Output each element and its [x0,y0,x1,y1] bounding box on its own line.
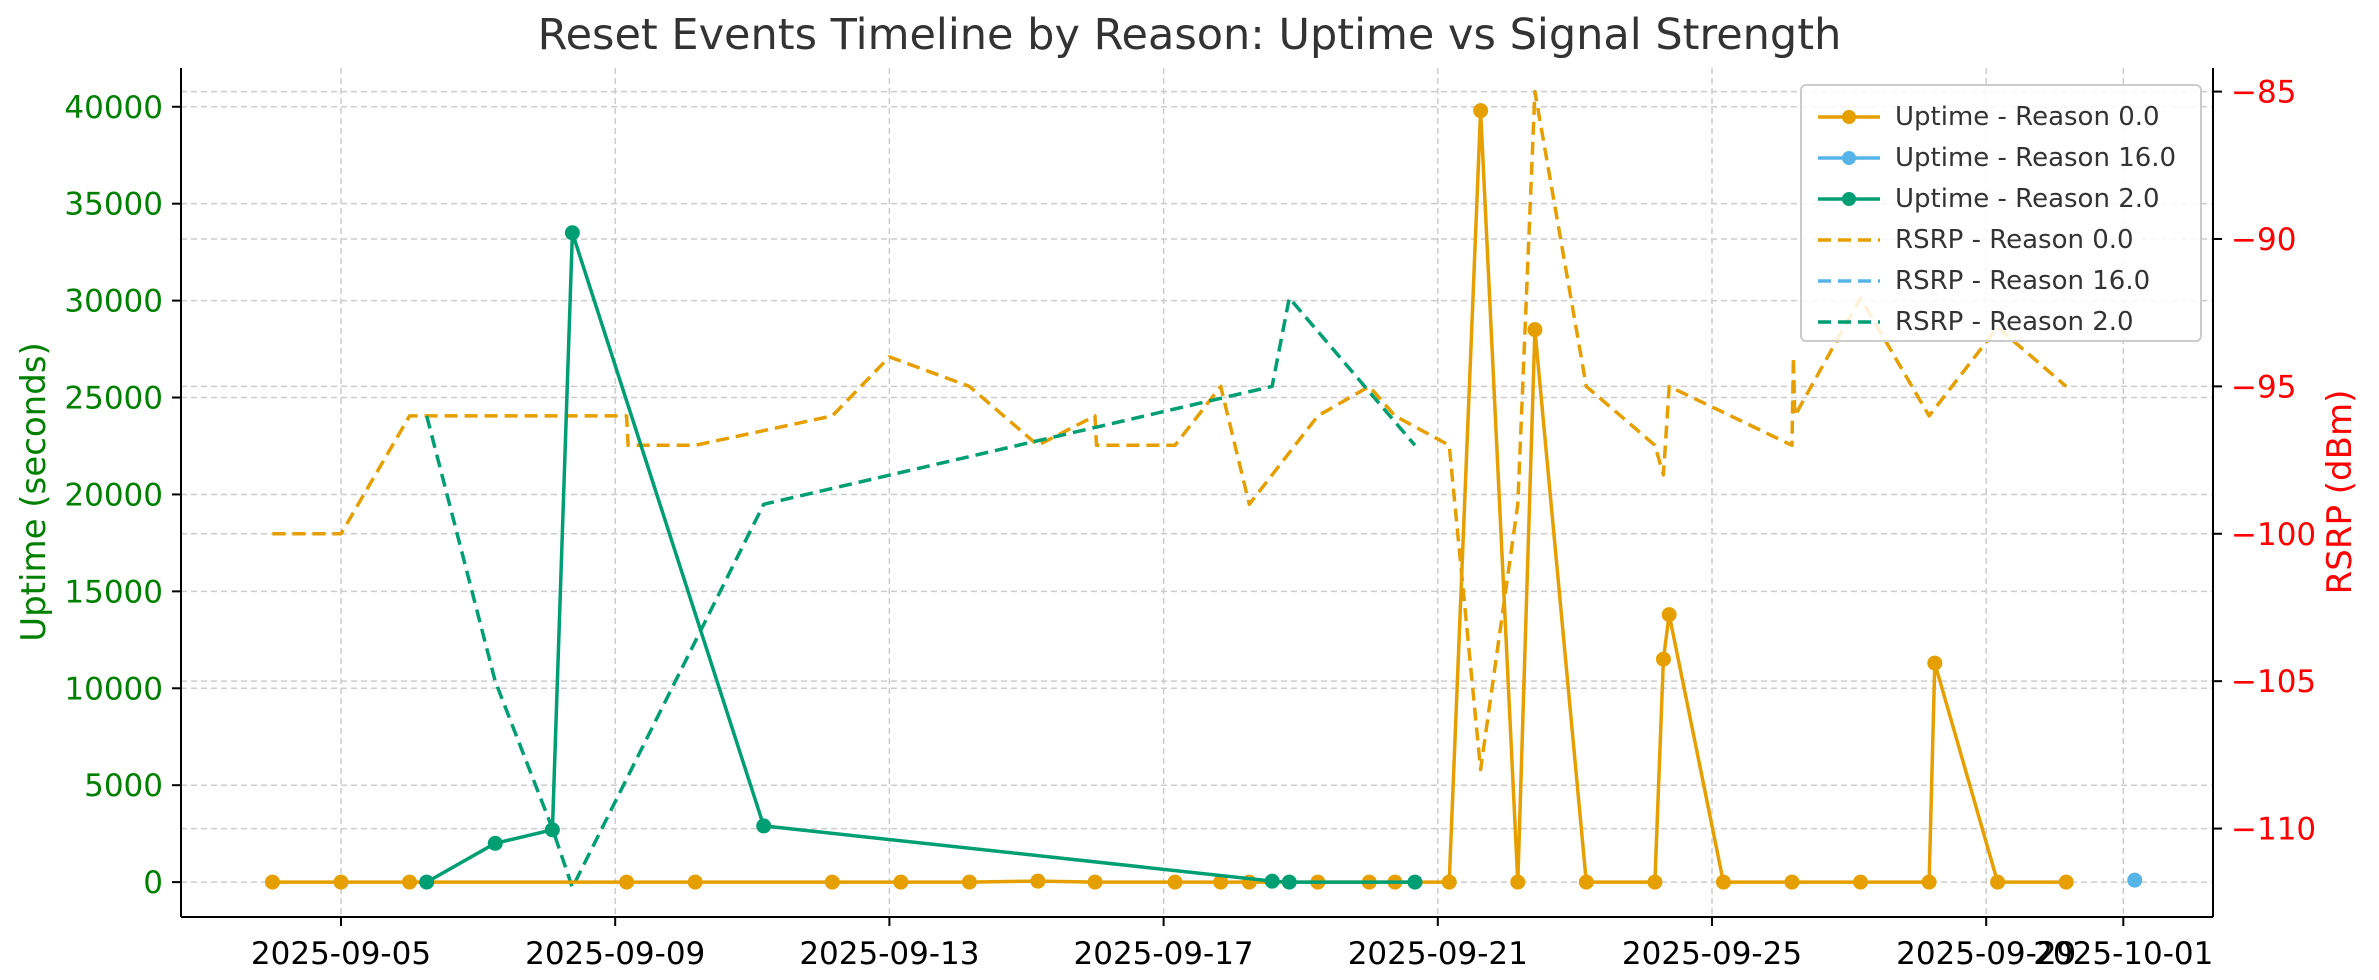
legend-label: Uptime - Reason 0.0 [1895,102,2160,132]
legend-swatch [1818,192,1880,206]
legend-item: Uptime - Reason 16.0 [1802,139,2200,179]
data-point-uptime-reason-0-0 [1661,607,1677,623]
data-point-uptime-reason-0-0 [1990,874,2006,890]
data-point-uptime-reason-2-0 [419,874,435,890]
y-tick-label-right: −95 [2231,369,2296,405]
x-tick-label: 2025-09-09 [525,936,705,972]
y-tick-label-right: −110 [2231,812,2316,848]
data-point-uptime-reason-0-0 [1655,651,1671,667]
data-point-uptime-reason-2-0 [564,225,580,241]
data-point-uptime-reason-2-0 [487,835,503,851]
data-point-uptime-reason-16-0 [2127,872,2143,888]
data-point-uptime-reason-0-0 [824,874,840,890]
legend-label: RSRP - Reason 16.0 [1895,266,2151,296]
y-tick-label-left: 0 [143,865,163,901]
x-tick-label: 2025-09-21 [1348,936,1528,972]
legend-label: Uptime - Reason 16.0 [1895,143,2177,173]
data-point-uptime-reason-0-0 [2058,874,2074,890]
data-point-uptime-reason-0-0 [1927,655,1943,671]
y-tick-label-right: −90 [2231,222,2296,258]
x-tick-label: 2025-09-25 [1622,936,1802,972]
y-tick-label-left: 20000 [64,477,163,513]
x-tick-label: 2025-09-13 [799,936,979,972]
legend-swatch [1818,279,1880,283]
legend: Uptime - Reason 0.0 Uptime - Reason 16.0 U… [1800,84,2202,342]
data-point-uptime-reason-2-0 [1264,873,1280,889]
y-tick-label-right: −85 [2231,75,2296,111]
data-point-uptime-reason-0-0 [1213,874,1229,890]
data-point-uptime-reason-0-0 [1715,874,1731,890]
data-point-uptime-reason-0-0 [1441,874,1457,890]
legend-swatch [1818,151,1880,165]
legend-swatch [1818,110,1880,124]
data-point-uptime-reason-0-0 [961,874,977,890]
legend-label: RSRP - Reason 0.0 [1895,225,2134,255]
legend-item: Uptime - Reason 0.0 [1802,98,2200,138]
data-point-uptime-reason-0-0 [1510,874,1526,890]
x-tick-label: 2025-09-05 [251,936,431,972]
x-tick-label: 2025-09-29 [1896,936,2076,972]
data-point-uptime-reason-0-0 [1647,874,1663,890]
legend-item: Uptime - Reason 2.0 [1802,180,2200,220]
y-tick-label-right: −105 [2231,664,2316,700]
data-point-uptime-reason-0-0 [1527,322,1543,338]
data-point-uptime-reason-0-0 [1921,874,1937,890]
data-point-uptime-reason-0-0 [1784,874,1800,890]
y-tick-label-right: −100 [2231,517,2316,553]
x-tick-label: 2025-09-17 [1074,936,1254,972]
series-line-rsrp-reason-2-0 [425,296,1417,890]
data-point-uptime-reason-0-0 [1853,874,1869,890]
legend-item: RSRP - Reason 16.0 [1802,262,2200,302]
x-tick-label: 2025-10-01 [2033,936,2213,972]
y-tick-label-left: 10000 [64,671,163,707]
data-point-uptime-reason-0-0 [402,874,418,890]
data-point-uptime-reason-0-0 [333,874,349,890]
legend-swatch [1818,320,1880,324]
legend-label: Uptime - Reason 2.0 [1895,184,2160,214]
data-point-uptime-reason-0-0 [1167,874,1183,890]
data-point-uptime-reason-0-0 [893,874,909,890]
data-point-uptime-reason-0-0 [1030,873,1046,889]
y-tick-label-left: 15000 [64,574,163,610]
data-point-uptime-reason-0-0 [264,874,280,890]
data-point-uptime-reason-0-0 [1578,874,1594,890]
legend-swatch [1818,238,1880,242]
data-point-uptime-reason-2-0 [756,818,772,834]
data-point-uptime-reason-0-0 [687,874,703,890]
legend-label: RSRP - Reason 2.0 [1895,307,2134,337]
data-point-uptime-reason-0-0 [1087,874,1103,890]
legend-item: RSRP - Reason 0.0 [1802,221,2200,261]
data-point-uptime-reason-0-0 [1473,103,1489,119]
y-tick-label-left: 40000 [64,90,163,126]
chart-title: Reset Events Timeline by Reason: Uptime … [537,10,1842,60]
y-tick-label-left: 25000 [64,381,163,417]
data-point-uptime-reason-2-0 [1281,874,1297,890]
data-point-uptime-reason-2-0 [1407,874,1423,890]
y-tick-label-left: 5000 [84,768,163,804]
legend-item: RSRP - Reason 2.0 [1802,303,2200,343]
series-line-uptime-reason-0-0 [272,108,2067,884]
data-point-uptime-reason-2-0 [544,822,560,838]
y-tick-label-left: 30000 [64,284,163,320]
data-point-uptime-reason-0-0 [619,874,635,890]
series-line-rsrp-reason-0-0 [272,89,2068,772]
y-tick-label-left: 35000 [64,187,163,223]
